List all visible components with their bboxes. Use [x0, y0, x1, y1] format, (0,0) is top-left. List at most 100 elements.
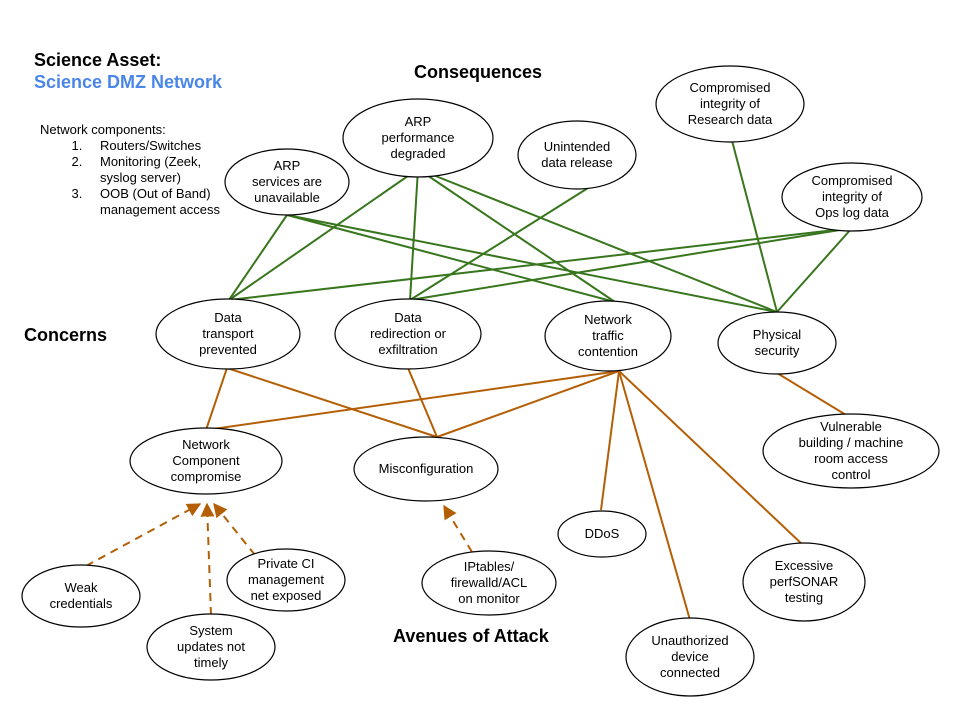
node-label-physical-security: Physical security — [718, 312, 836, 374]
node-text-line: Data — [214, 310, 242, 325]
node-text-line: Misconfiguration — [378, 461, 474, 476]
node-label-private-ci: Private CI management net exposed — [227, 549, 345, 611]
attack-link — [436, 370, 620, 438]
component-item-routers: Routers/Switches — [86, 138, 220, 154]
node-component-compromise — [129, 427, 283, 495]
dashed-attack-arrow — [443, 504, 473, 553]
node-unauthorized-device — [625, 617, 755, 697]
node-text-line: integrity of — [822, 189, 882, 204]
node-text-line: device — [671, 649, 709, 664]
node-label-unauthorized-device: Unauthorized device connected — [626, 618, 754, 696]
node-text-line: degraded — [390, 146, 446, 161]
node-text-line: building / machine — [798, 435, 904, 450]
consequence-link — [417, 168, 778, 313]
node-text: Network Component compromise — [171, 437, 242, 485]
attack-link — [226, 367, 438, 438]
node-text-line: compromise — [170, 469, 242, 484]
node-text-line: on monitor — [458, 591, 520, 606]
node-text: Vulnerable building / machine room access c… — [799, 419, 904, 483]
node-text-line: DDoS — [584, 526, 620, 541]
node-text: Data transport prevented — [199, 310, 257, 358]
attack-link — [618, 370, 805, 547]
node-integrity-ops — [781, 162, 923, 232]
node-system-updates — [146, 613, 276, 681]
asset-title: Science Asset: — [34, 50, 162, 70]
node-text-line: exfiltration — [378, 342, 438, 357]
node-iptables — [421, 550, 557, 616]
node-text: Private CI management net exposed — [248, 556, 324, 604]
node-label-system-updates: System updates not timely — [147, 614, 275, 680]
consequence-link — [286, 214, 616, 303]
component-item-monitoring: Monitoring (Zeek, syslog server) — [86, 154, 220, 186]
node-text-line: unavailable — [254, 190, 320, 205]
node-text-line: management — [248, 572, 324, 587]
node-text-line: firewalld/ACL — [450, 575, 528, 590]
node-text-line: integrity of — [700, 96, 760, 111]
node-text-line: data release — [541, 155, 613, 170]
consequence-link — [409, 187, 589, 301]
node-text-line: control — [831, 467, 871, 482]
consequence-link — [286, 214, 778, 313]
node-text-line: Network — [584, 312, 632, 327]
node-text: DDoS — [585, 526, 620, 542]
components-items: Routers/Switches Monitoring (Zeek, syslo… — [40, 138, 230, 218]
node-text-line: Excessive — [774, 558, 834, 573]
node-label-misconfiguration: Misconfiguration — [354, 437, 498, 501]
node-text-line: Component — [172, 453, 240, 468]
node-label-network-contention: Network traffic contention — [545, 301, 671, 371]
node-text: Weak credentials — [50, 580, 113, 612]
node-label-unintended-release: Unintended data release — [518, 121, 636, 189]
node-text-line: Vulnerable — [820, 419, 882, 434]
node-text: Physical security — [753, 327, 801, 359]
node-text-line: Physical — [752, 327, 802, 342]
node-arp-services — [224, 148, 350, 216]
node-label-ddos: DDoS — [558, 511, 646, 557]
attack-link — [205, 370, 620, 431]
node-text: Data redirection or exfiltration — [370, 310, 446, 358]
node-label-arp-performance: ARP performance degraded — [343, 99, 493, 177]
node-private-ci — [226, 548, 346, 612]
node-ddos — [557, 510, 647, 558]
dashed-attack-arrow — [213, 502, 256, 556]
consequence-link — [409, 168, 419, 301]
components-list: Network components: Routers/Switches Mon… — [40, 122, 230, 218]
attack-link — [407, 367, 438, 438]
node-label-iptables: IPtables/firewalld/ACL on monitor — [422, 551, 556, 615]
node-text-line: redirection or — [370, 326, 446, 341]
consequences-heading: Consequences — [414, 62, 543, 82]
node-label-data-transport: Data transport prevented — [156, 299, 300, 369]
node-weak-credentials — [21, 564, 141, 628]
node-text: ARP performance degraded — [382, 114, 455, 162]
node-text: Misconfiguration — [379, 461, 474, 477]
avenues-heading: Avenues of Attack — [393, 626, 549, 646]
node-text-line: net exposed — [250, 588, 322, 603]
node-text-line: IPtables/ — [463, 559, 515, 574]
node-text-line: credentials — [49, 596, 113, 611]
consequence-link — [776, 227, 853, 313]
node-label-vulnerable-building: Vulnerable building / machine room access c… — [763, 414, 939, 488]
consequence-link — [409, 227, 853, 301]
consequence-link — [729, 132, 778, 313]
node-text-line: Data — [394, 310, 422, 325]
node-text-line: Ops log data — [815, 205, 889, 220]
dashed-attack-arrow — [200, 502, 215, 616]
node-label-integrity-research: Compromised integrity of Research data — [656, 66, 804, 142]
node-label-excessive-perfsonar: Excessive perfSONAR testing — [743, 543, 865, 621]
node-text-line: security — [754, 343, 800, 358]
node-arp-performance — [342, 98, 494, 178]
node-text-line: services are — [251, 174, 323, 189]
consequence-link — [228, 227, 853, 301]
consequence-link — [228, 168, 419, 301]
node-text-line: Compromised — [689, 80, 771, 95]
node-text-line: transport — [202, 326, 254, 341]
node-data-redirection — [334, 298, 482, 370]
node-text-line: connected — [659, 665, 720, 680]
node-text-line: Research data — [687, 112, 773, 127]
node-data-transport — [155, 298, 301, 370]
node-unintended-release — [517, 120, 637, 190]
node-text-line: ARP — [273, 158, 301, 173]
node-text-line: Unintended — [543, 139, 611, 154]
node-text-line: testing — [784, 590, 824, 605]
node-text-line: Weak — [64, 580, 98, 595]
